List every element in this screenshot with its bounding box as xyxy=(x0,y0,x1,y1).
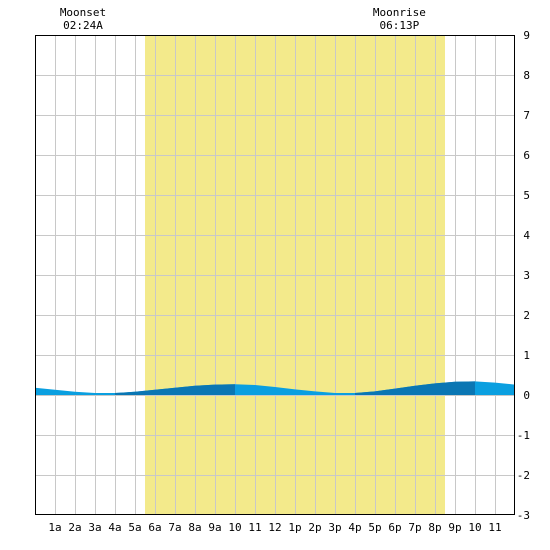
x-tick-label: 7a xyxy=(168,521,181,534)
x-tick-label: 11 xyxy=(488,521,501,534)
moonset-label: Moonset xyxy=(60,6,106,19)
y-tick-label: -1 xyxy=(517,429,530,442)
x-tick-labels: 1a 2a 3a 4a 5a 6a 7a 8a 9a 10 11 12 1p 2p 3p 4p 5p 6p 7p 8p… xyxy=(48,521,501,534)
y-tick-label: 2 xyxy=(523,309,530,322)
x-tick-label: 4a xyxy=(108,521,121,534)
x-tick-label: 8a xyxy=(188,521,201,534)
x-tick-label: 5p xyxy=(368,521,381,534)
x-tick-label: 9p xyxy=(448,521,461,534)
x-tick-label: 8p xyxy=(428,521,441,534)
x-tick-label: 9a xyxy=(208,521,221,534)
x-tick-label: 10 xyxy=(228,521,241,534)
x-tick-label: 3p xyxy=(328,521,341,534)
x-tick-label: 11 xyxy=(248,521,261,534)
y-tick-label: -2 xyxy=(517,469,530,482)
x-tick-label: 6p xyxy=(388,521,401,534)
tide-rising-band xyxy=(115,384,235,395)
x-tick-label: 12 xyxy=(268,521,281,534)
x-tick-label: 1a xyxy=(48,521,61,534)
x-tick-label: 4p xyxy=(348,521,361,534)
plot-border xyxy=(35,35,515,515)
tide-area xyxy=(35,381,515,395)
x-tick-label: 6a xyxy=(148,521,161,534)
y-tick-label: 1 xyxy=(523,349,530,362)
moonrise-label: Moonrise xyxy=(373,6,426,19)
moonrise-time: 06:13P xyxy=(380,19,420,32)
y-tick-label: 9 xyxy=(523,29,530,42)
y-tick-label: 0 xyxy=(523,389,530,402)
y-tick-label: 8 xyxy=(523,69,530,82)
y-tick-label: 6 xyxy=(523,149,530,162)
moonset-time: 02:24A xyxy=(63,19,103,32)
y-tick-label: 5 xyxy=(523,189,530,202)
y-tick-labels: 9 8 7 6 5 4 3 2 1 0 -1 -2 -3 xyxy=(517,29,531,522)
y-tick-label: 7 xyxy=(523,109,530,122)
x-tick-label: 2a xyxy=(68,521,81,534)
x-tick-label: 7p xyxy=(408,521,421,534)
x-tick-label: 2p xyxy=(308,521,321,534)
y-tick-label: -3 xyxy=(517,509,530,522)
x-tick-label: 5a xyxy=(128,521,141,534)
x-tick-label: 1p xyxy=(288,521,301,534)
y-tick-label: 4 xyxy=(523,229,530,242)
x-tick-label: 10 xyxy=(468,521,481,534)
grid xyxy=(35,35,515,515)
y-tick-label: 3 xyxy=(523,269,530,282)
tide-rising-band xyxy=(355,381,475,395)
x-tick-label: 3a xyxy=(88,521,101,534)
